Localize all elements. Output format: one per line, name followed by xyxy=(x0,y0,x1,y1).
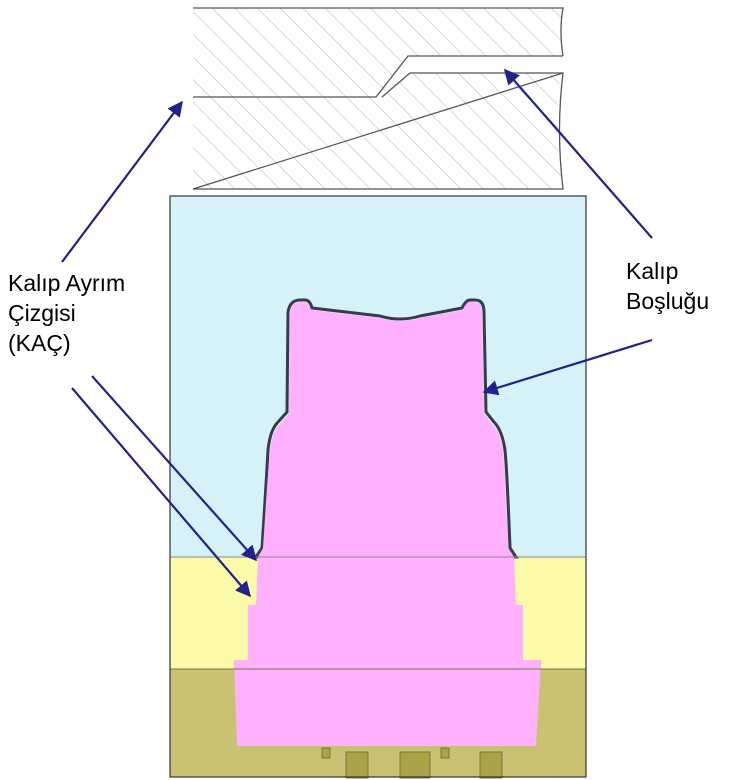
cavity-label: Kalıp Boşluğu xyxy=(626,256,709,316)
pin xyxy=(440,747,450,759)
detail-outline xyxy=(192,7,564,190)
cavity-label-line: Kalıp xyxy=(626,258,679,284)
parting-line-label-line: (KAÇ) xyxy=(8,330,71,356)
pin xyxy=(321,747,331,759)
pin xyxy=(345,751,369,779)
arrow-parting-line-lower xyxy=(71,387,252,598)
parting-line-detail xyxy=(192,7,564,190)
cavity-edge xyxy=(253,298,519,559)
ejector-pins xyxy=(321,747,503,779)
upper-half-section xyxy=(193,8,563,97)
cavity-label-line: Boşluğu xyxy=(626,288,710,314)
parting-line-label-line: Kalıp Ayrım xyxy=(8,270,126,296)
pin xyxy=(399,751,431,779)
parting-line-label: Kalıp Ayrım Çizgisi (KAÇ) xyxy=(8,268,125,358)
parting-line-label-line: Çizgisi xyxy=(8,300,76,326)
arrow-cavity-part xyxy=(482,338,653,396)
detail-parting-line xyxy=(193,55,563,98)
molded-part xyxy=(234,302,541,746)
arrow-parting-line-detail xyxy=(61,100,183,263)
arrows xyxy=(61,68,653,598)
mold-assembly xyxy=(169,195,587,779)
arrow-parting-line-upper xyxy=(91,375,258,562)
pin xyxy=(479,751,503,779)
mold-outline xyxy=(169,195,587,778)
arrow-cavity-detail xyxy=(503,68,653,239)
